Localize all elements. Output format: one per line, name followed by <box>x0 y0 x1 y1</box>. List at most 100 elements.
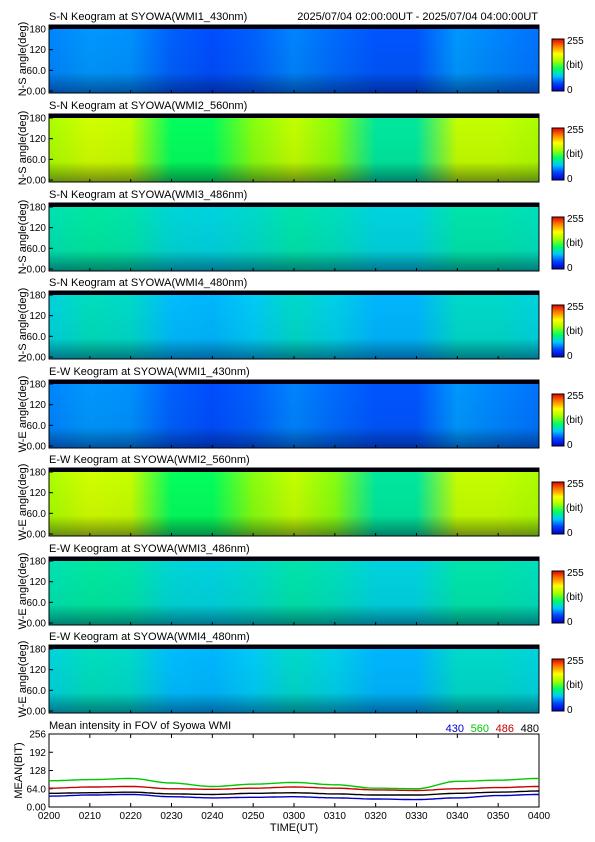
y-tick-label: 0.00 <box>27 530 47 541</box>
colorbar-ramp <box>551 570 565 624</box>
colorbar-ramp <box>551 304 565 358</box>
y-tick-label: 180 <box>29 380 46 391</box>
colorbar-5: 255 (bit) 0 <box>551 391 584 451</box>
colorbar-min: 0 <box>567 528 573 539</box>
colorbar-7: 255 (bit) 0 <box>551 568 584 628</box>
heatmap-top-band <box>49 25 539 29</box>
y-axis-label: N-S angle(deg) <box>17 22 29 97</box>
y-tick-label: 60.0 <box>27 332 47 343</box>
colorbar-ramp <box>551 393 565 447</box>
heatmap-shade <box>49 557 539 625</box>
y-tick-label: 60.0 <box>27 244 47 255</box>
y-tick-label: 180 <box>29 291 46 302</box>
heatmap-top-band <box>49 557 539 561</box>
colorbar-8: 255 (bit) 0 <box>551 656 584 716</box>
series-line-560 <box>48 777 539 790</box>
x-tick-label: 0330 <box>405 811 428 822</box>
y-tick-label: 120 <box>29 488 46 499</box>
y-tick-label: 128 <box>29 766 46 777</box>
panel-title: E-W Keogram at SYOWA(WMI3_486nm) <box>49 543 250 555</box>
heatmap-top-band <box>49 645 539 649</box>
legend-560: 560 <box>471 723 489 735</box>
colorbar-ramp <box>551 481 565 535</box>
series-line-480 <box>49 790 540 796</box>
colorbars: 255 (bit) 0 255 (bit) 0 255 (bit) 0 255 (bit) 0 255 (… <box>551 36 584 716</box>
heatmap-shade <box>49 468 539 536</box>
colorbar-4: 255 (bit) 0 <box>551 302 584 362</box>
y-tick-label: 256 <box>29 730 46 741</box>
y-tick-label: 180 <box>29 468 46 479</box>
y-tick-label: 0.00 <box>27 442 47 453</box>
y-tick-label: 0.00 <box>27 619 47 630</box>
colorbar-unit: (bit) <box>566 238 583 249</box>
colorbar-min: 0 <box>567 705 573 716</box>
keogram-panels: S-N Keogram at SYOWA(WMI1_430nm) 180 120 60… <box>17 11 540 718</box>
colorbar-2: 255 (bit) 0 <box>551 125 584 185</box>
line-plot-title: Mean intensity in FOV of Syowa WMI <box>49 720 231 732</box>
colorbar-unit: (bit) <box>566 149 583 160</box>
y-tick-label: 60.0 <box>27 66 47 77</box>
colorbar-ramp <box>551 38 565 92</box>
y-tick-label: 180 <box>29 114 46 125</box>
y-tick-label: 0.00 <box>27 803 47 814</box>
x-tick-label: 0350 <box>487 811 510 822</box>
x-tick-label: 0310 <box>324 811 347 822</box>
heatmap-shade <box>49 203 539 271</box>
colorbar-unit: (bit) <box>566 680 583 691</box>
colorbar-max: 255 <box>567 36 584 47</box>
y-axis-label: N-S angle(deg) <box>17 288 29 363</box>
series-line-430 <box>48 793 539 801</box>
y-tick-label: 0.00 <box>27 265 47 276</box>
y-axis-label: N-S angle(deg) <box>17 200 29 275</box>
colorbar-max: 255 <box>567 656 584 667</box>
keogram-panel-7: E-W Keogram at SYOWA(WMI3_486nm)180 120 60… <box>17 543 540 630</box>
y-tick-label: 180 <box>29 645 46 656</box>
colorbar-min: 0 <box>567 263 573 274</box>
x-tick-label: 0300 <box>283 811 306 822</box>
y-tick-label: 60.0 <box>27 598 47 609</box>
y-tick-label: 120 <box>29 223 46 234</box>
y-tick-label: 0.00 <box>27 353 47 364</box>
y-tick-label: 60.0 <box>27 155 47 166</box>
y-axis-label: W-E angle(deg) <box>17 376 29 453</box>
colorbar-1: 255 (bit) 0 <box>551 36 584 96</box>
x-tick-label: 0250 <box>242 811 265 822</box>
panel-title: E-W Keogram at SYOWA(WMI4_480nm) <box>49 631 250 643</box>
y-tick-label: 60.0 <box>27 686 47 697</box>
heatmap-shade <box>49 25 539 93</box>
y-tick-label: 0.00 <box>27 707 47 718</box>
y-axis-label: W-E angle(deg) <box>17 553 29 630</box>
y-axis-label: W-E angle(deg) <box>17 464 29 541</box>
y-tick-label: 0.00 <box>27 176 47 187</box>
heatmap-top-band <box>49 468 539 472</box>
panel-title: S-N Keogram at SYOWA(WMI3_486nm) <box>49 189 247 201</box>
y-tick-label: 180 <box>29 203 46 214</box>
colorbar-unit: (bit) <box>566 60 583 71</box>
colorbar-min: 0 <box>567 174 573 185</box>
y-axis-label: W-E angle(deg) <box>17 641 29 718</box>
heatmap-top-band <box>49 114 539 118</box>
x-tick-label: 0320 <box>365 811 388 822</box>
colorbar-unit: (bit) <box>566 503 583 514</box>
heatmap-shade <box>49 380 539 448</box>
colorbar-min: 0 <box>567 440 573 451</box>
panel-title: E-W Keogram at SYOWA(WMI1_430nm) <box>49 366 250 378</box>
legend-430: 430 <box>446 723 464 735</box>
panel-title: E-W Keogram at SYOWA(WMI2_560nm) <box>49 454 250 466</box>
colorbar-unit: (bit) <box>566 592 583 603</box>
keogram-panel-5: E-W Keogram at SYOWA(WMI1_430nm)180 120 60… <box>17 366 540 453</box>
y-axis-label: N-S angle(deg) <box>17 111 29 186</box>
colorbar-3: 255 (bit) 0 <box>551 214 584 274</box>
keogram-panel-8: E-W Keogram at SYOWA(WMI4_480nm)180 120 60… <box>17 631 540 718</box>
x-tick-label: 0400 <box>528 811 551 822</box>
keogram-panel-3: S-N Keogram at SYOWA(WMI3_486nm)180 120 60… <box>17 189 540 276</box>
heatmap-shade <box>49 291 539 359</box>
y-tick-label: 120 <box>29 665 46 676</box>
colorbar-ramp <box>551 658 565 712</box>
y-tick-label: 120 <box>29 400 46 411</box>
colorbar-max: 255 <box>567 214 584 225</box>
legend-480: 480 <box>521 723 539 735</box>
y-tick-label: 0.00 <box>27 87 47 98</box>
panel-title: S-N Keogram at SYOWA(WMI1_430nm) <box>49 11 247 23</box>
